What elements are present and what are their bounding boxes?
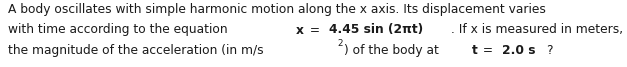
Text: A body oscillates with simple harmonic motion along the x axis. Its displacement: A body oscillates with simple harmonic m… [8, 3, 545, 16]
Text: 2.0 s: 2.0 s [502, 44, 536, 57]
Text: x: x [296, 24, 304, 37]
Text: ) of the body at: ) of the body at [344, 44, 443, 57]
Text: =: = [479, 44, 497, 57]
Text: 4.45 sin (2πt): 4.45 sin (2πt) [329, 24, 423, 37]
Text: with time according to the equation: with time according to the equation [8, 24, 231, 37]
Text: the magnitude of the acceleration (in m/s: the magnitude of the acceleration (in m/… [8, 44, 263, 57]
Text: t: t [472, 44, 478, 57]
Text: =: = [306, 24, 324, 37]
Text: . If x is measured in meters, what is: . If x is measured in meters, what is [451, 24, 627, 37]
Text: ?: ? [545, 44, 552, 57]
Text: 2: 2 [337, 39, 343, 48]
